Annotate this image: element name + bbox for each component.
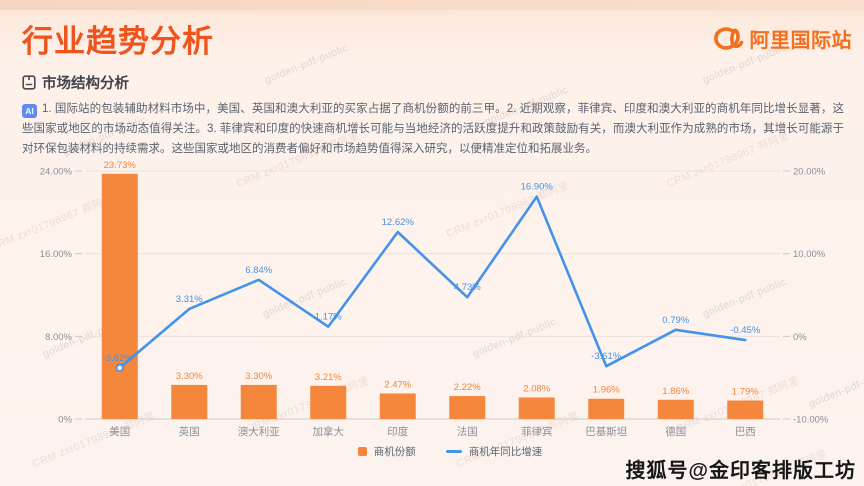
line-series-swatch xyxy=(445,450,462,453)
bar-series-swatch xyxy=(357,447,367,456)
line-value-label: -3.82% xyxy=(103,353,134,364)
right-axis-tick-label: 10.00% xyxy=(793,249,826,260)
ai-badge-icon: AI xyxy=(22,104,37,118)
x-axis-category-label: 加拿大 xyxy=(313,425,345,438)
chart-bar[interactable] xyxy=(657,399,694,419)
sohu-watermark: 搜狐号@金印客排版工坊 xyxy=(625,460,856,482)
line-value-label: -0.45% xyxy=(730,325,761,336)
left-axis-tick-label: 16.00% xyxy=(40,249,73,260)
legend-item-share[interactable]: 商机份额 xyxy=(357,444,416,459)
chart-bar[interactable] xyxy=(588,398,625,419)
x-axis-category-label: 澳大利亚 xyxy=(238,425,280,438)
bar-value-label: 23.73% xyxy=(104,160,137,171)
brand-logo: 阿里国际站 xyxy=(712,24,853,53)
chart-bar[interactable] xyxy=(240,384,277,419)
line-value-label: 16.90% xyxy=(521,182,554,193)
bar-value-label: 2.08% xyxy=(523,384,550,395)
header: 行业趋势分析 阿里国际站 xyxy=(22,16,852,61)
line-value-label: -3.61% xyxy=(591,351,622,362)
bar-value-label: 3.21% xyxy=(315,372,342,383)
bar-value-label: 2.22% xyxy=(454,382,481,393)
line-value-label: 1.17% xyxy=(315,312,342,323)
bar-value-label: 1.86% xyxy=(662,386,689,397)
section-header: 市场结构分析 xyxy=(22,72,129,93)
legend-label-growth: 商机年同比增速 xyxy=(468,446,543,458)
chart-bar[interactable] xyxy=(727,400,764,419)
top-accent-strip xyxy=(0,0,864,10)
x-axis-category-label: 巴西 xyxy=(735,426,756,438)
right-axis-tick-label: 20.00% xyxy=(793,167,826,178)
ai-summary-text: 1. 国际站的包装辅助材料市场中，美国、英国和澳大利亚的买家占据了商机份额的前三… xyxy=(22,103,844,156)
x-axis-category-label: 英国 xyxy=(179,425,200,438)
right-axis-tick-label: 0% xyxy=(793,332,807,343)
bar-value-label: 3.30% xyxy=(176,371,203,382)
left-axis-tick-label: 24.00% xyxy=(40,167,73,178)
chart-bar[interactable] xyxy=(310,385,347,419)
x-axis-category-label: 美国 xyxy=(109,425,130,438)
line-value-label: 3.31% xyxy=(176,294,203,305)
report-icon xyxy=(22,75,36,90)
x-axis-category-label: 巴基斯坦 xyxy=(585,425,627,438)
x-axis-category-label: 德国 xyxy=(665,425,686,438)
brand-name: 阿里国际站 xyxy=(749,30,852,52)
line-value-label: 4.73% xyxy=(454,282,481,293)
line-point-marker[interactable] xyxy=(115,363,124,373)
bar-value-label: 2.47% xyxy=(384,379,411,390)
right-axis-tick-label: -10.00% xyxy=(793,415,829,426)
line-value-label: 0.79% xyxy=(662,315,689,326)
trend-line[interactable] xyxy=(118,195,747,370)
line-value-label: 12.62% xyxy=(382,217,415,228)
chart-legend: 商机份额 商机年同比增速 xyxy=(18,444,864,459)
x-axis-category-label: 菲律宾 xyxy=(521,425,553,438)
left-axis-tick-label: 0% xyxy=(58,415,72,426)
ai-summary-paragraph: AI 1. 国际站的包装辅助材料市场中，美国、英国和澳大利亚的买家占据了商机份额的… xyxy=(22,99,844,159)
line-value-label: 6.84% xyxy=(245,265,272,276)
alibaba-a-icon xyxy=(713,27,743,50)
section-title: 市场结构分析 xyxy=(42,76,129,92)
bar-value-label: 3.30% xyxy=(245,371,272,382)
chart-bar[interactable] xyxy=(379,393,416,419)
chart-bar[interactable] xyxy=(101,173,138,419)
ai-summary-block: AI 1. 国际站的包装辅助材料市场中，美国、英国和澳大利亚的买家占据了商机份额的… xyxy=(22,99,844,159)
left-axis-tick-label: 8.00% xyxy=(45,332,72,343)
legend-label-share: 商机份额 xyxy=(373,446,416,458)
bar-value-label: 1.79% xyxy=(732,387,759,398)
chart-bar[interactable] xyxy=(171,384,208,419)
x-axis-category-label: 印度 xyxy=(387,425,408,438)
bar-value-label: 1.96% xyxy=(593,385,620,396)
chart-bar[interactable] xyxy=(449,396,486,419)
page-title: 行业趋势分析 xyxy=(22,24,214,59)
chart-bar[interactable] xyxy=(518,397,555,419)
x-axis-category-label: 法国 xyxy=(457,425,478,438)
legend-item-growth[interactable]: 商机年同比增速 xyxy=(445,444,543,459)
